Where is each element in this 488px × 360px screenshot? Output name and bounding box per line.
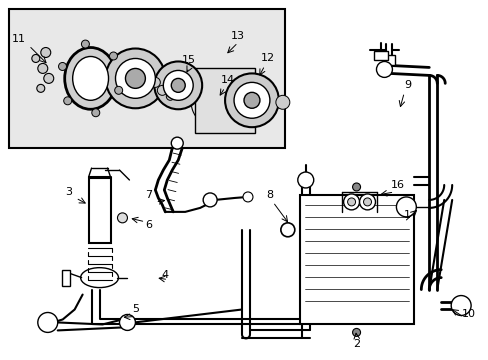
Circle shape: [224, 73, 278, 127]
Circle shape: [154, 62, 202, 109]
Circle shape: [115, 86, 122, 94]
Circle shape: [359, 194, 375, 210]
Text: 13: 13: [230, 31, 244, 41]
Circle shape: [166, 92, 174, 100]
Circle shape: [450, 296, 470, 315]
Circle shape: [297, 172, 313, 188]
Circle shape: [119, 315, 135, 330]
Text: 14: 14: [221, 75, 235, 85]
Circle shape: [38, 312, 58, 332]
Text: 3: 3: [65, 187, 72, 197]
Bar: [374, 50, 387, 60]
Ellipse shape: [64, 48, 116, 109]
Circle shape: [150, 77, 160, 87]
Circle shape: [37, 84, 45, 92]
Circle shape: [244, 92, 260, 108]
Circle shape: [343, 194, 359, 210]
Circle shape: [105, 49, 165, 108]
Text: 4: 4: [162, 270, 168, 280]
Circle shape: [59, 63, 66, 71]
Circle shape: [63, 97, 72, 105]
Circle shape: [396, 197, 415, 217]
Circle shape: [41, 48, 51, 58]
Circle shape: [347, 198, 355, 206]
Circle shape: [171, 137, 183, 149]
Circle shape: [363, 198, 371, 206]
Bar: [9, 9, 285, 148]
Circle shape: [203, 193, 217, 207]
Bar: [383, 55, 395, 66]
Text: 9: 9: [403, 80, 410, 90]
Circle shape: [81, 40, 89, 48]
Circle shape: [163, 71, 193, 100]
Bar: [195, 68, 254, 133]
Circle shape: [38, 63, 48, 73]
Text: 6: 6: [144, 220, 152, 230]
Circle shape: [32, 54, 40, 62]
Text: 5: 5: [132, 305, 139, 315]
Circle shape: [376, 62, 392, 77]
Circle shape: [115, 58, 155, 98]
Text: 2: 2: [352, 339, 359, 349]
Text: 15: 15: [182, 55, 196, 66]
Circle shape: [157, 85, 167, 95]
Circle shape: [171, 78, 185, 92]
Circle shape: [243, 192, 252, 202]
Circle shape: [109, 52, 117, 60]
Circle shape: [117, 213, 127, 223]
Text: 7: 7: [144, 190, 152, 200]
Text: 16: 16: [389, 180, 404, 190]
Circle shape: [352, 328, 360, 336]
Circle shape: [125, 68, 145, 88]
Text: 11: 11: [12, 33, 26, 44]
Text: 10: 10: [461, 310, 475, 319]
Ellipse shape: [73, 57, 108, 100]
Text: 8: 8: [266, 190, 273, 200]
Circle shape: [44, 73, 54, 84]
Bar: [88, 178, 110, 243]
Circle shape: [92, 109, 100, 117]
Text: 12: 12: [260, 54, 274, 63]
Text: 1: 1: [403, 210, 410, 220]
Bar: [299, 195, 413, 324]
Circle shape: [275, 95, 289, 109]
Circle shape: [234, 82, 269, 118]
Circle shape: [352, 183, 360, 191]
Bar: [61, 270, 69, 285]
